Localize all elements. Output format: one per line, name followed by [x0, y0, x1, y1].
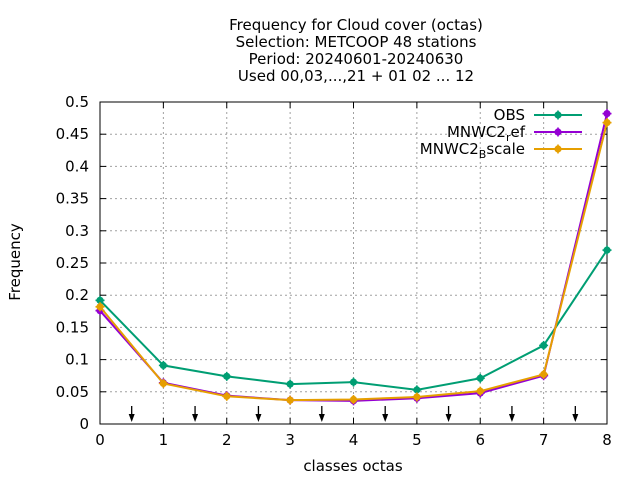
- y-tick-label: 0.45: [56, 125, 89, 143]
- arrow-head: [572, 414, 579, 422]
- series-1-point: [539, 340, 549, 350]
- y-tick-label: 0.1: [65, 351, 89, 369]
- x-tick-label: 7: [539, 431, 549, 449]
- y-tick-labels: 0 0.05 0.1 0.15 0.2 0.25 0.3 0.35 0.4 0.45 0.5: [56, 93, 89, 433]
- title-line: Frequency for Cloud cover (octas): [229, 16, 483, 34]
- axes: [99, 101, 608, 425]
- x-tick-label: 4: [349, 431, 359, 449]
- chart-title: Frequency for Cloud cover (octas)Selecti…: [229, 16, 483, 85]
- series-1-point: [285, 379, 295, 389]
- series-3-point: [158, 378, 168, 388]
- series-1-point: [349, 377, 358, 387]
- series-1-point: [222, 371, 232, 381]
- x-tick-labels: 0 1 2 3 4 5 6 7 8: [95, 431, 612, 449]
- x-tick-label: 6: [475, 431, 485, 449]
- legend-marker-2: [553, 127, 563, 137]
- arrow-head: [128, 414, 135, 422]
- y-tick-label: 0.4: [65, 157, 89, 175]
- x-tick-label: 8: [602, 431, 612, 449]
- series-3-point: [285, 395, 295, 405]
- y-tick-label: 0: [79, 415, 89, 433]
- legend-marker-1: [553, 110, 563, 120]
- y-tick-label: 0.2: [65, 286, 89, 304]
- x-tick-label: 1: [159, 431, 169, 449]
- title-line: Period: 20240601-20240630: [249, 50, 464, 68]
- data-series: [95, 109, 612, 406]
- y-tick-label: 0.3: [65, 222, 89, 240]
- y-tick-label: 0.05: [56, 383, 89, 401]
- arrow-head: [508, 414, 515, 422]
- x-tick-label: 5: [412, 431, 422, 449]
- arrow-head: [318, 414, 325, 422]
- legend-marker-3: [553, 144, 563, 154]
- title-line: Used 00,03,...,21 + 01 02 ... 12: [238, 67, 474, 85]
- series-3-point: [539, 369, 549, 379]
- series-1-point: [475, 373, 485, 383]
- y-tick-label: 0.15: [56, 318, 89, 336]
- x-axis-label: classes octas: [303, 457, 403, 475]
- y-tick-label: 0.5: [65, 93, 89, 111]
- legend-label-2: MNWC2ref: [447, 123, 526, 144]
- grid-lines: [100, 102, 607, 424]
- legend-label-1: OBS: [494, 106, 525, 124]
- arrow-head: [255, 414, 262, 422]
- y-axis-label: Frequency: [6, 223, 24, 301]
- series-3-point: [349, 395, 358, 405]
- series-1-point: [158, 360, 168, 370]
- x-tick-label: 2: [222, 431, 232, 449]
- series-3-point: [95, 302, 105, 312]
- arrow-head: [382, 414, 389, 422]
- series-3-point: [475, 386, 485, 396]
- series-1-point: [602, 245, 612, 255]
- title-line: Selection: METCOOP 48 stations: [236, 33, 477, 51]
- arrow-head: [192, 414, 199, 422]
- arrow-head: [445, 414, 452, 422]
- series-2-point: [602, 109, 612, 119]
- series-3-point: [222, 391, 232, 401]
- legend-label-3: MNWC2Bscale: [420, 140, 525, 161]
- x-tick-label: 3: [285, 431, 295, 449]
- series-3-point: [412, 392, 422, 402]
- class-boundary-arrows: [128, 406, 579, 422]
- x-tick-label: 0: [95, 431, 105, 449]
- y-tick-label: 0.25: [56, 254, 89, 272]
- y-tick-label: 0.35: [56, 190, 89, 208]
- series-3-point: [602, 118, 612, 128]
